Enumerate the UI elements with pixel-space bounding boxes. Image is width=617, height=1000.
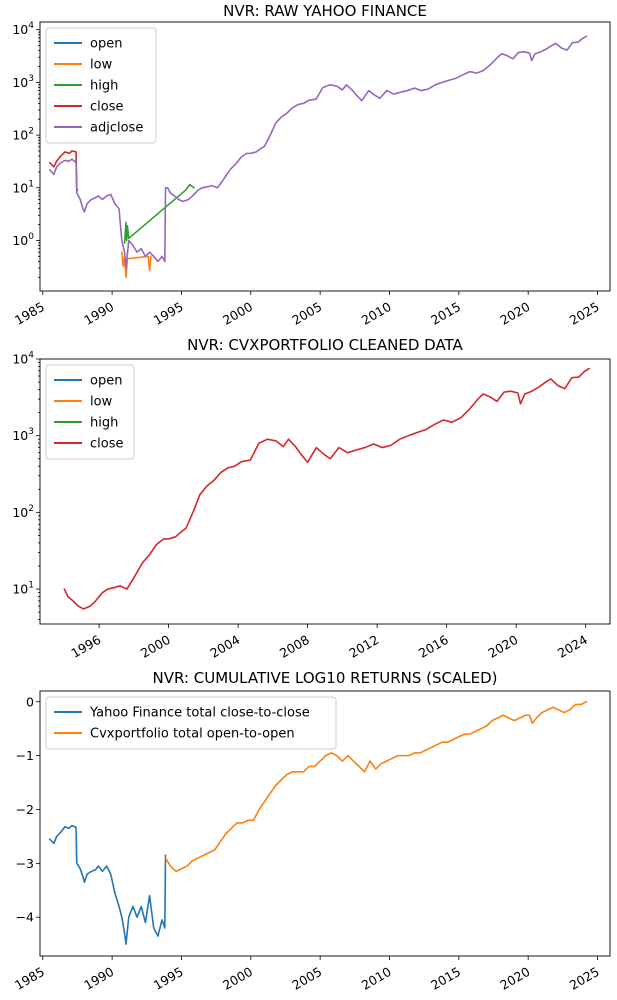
x-tick-label: 2000 [220,964,255,993]
x-tick-label: 2016 [416,632,451,661]
y-tick-label: 104 [12,351,34,367]
y-tick-label: 101 [12,179,34,195]
axes-frame [39,358,611,625]
y-tick-label: 103 [12,427,34,443]
legend-label: open [90,37,122,52]
y-tick-label: 101 [12,581,34,597]
legend-label: high [90,416,118,431]
x-tick-label: 1990 [81,964,116,993]
legend-label: close [90,437,123,452]
axes-frame [39,21,611,292]
x-tick-label: 2008 [277,632,312,661]
y-tick-label: 103 [12,74,34,90]
x-tick-label: 1985 [12,299,47,328]
legend: Yahoo Finance total close-to-close Cvxpor… [45,696,337,750]
series-line-adjclose [48,35,588,269]
chart-title: NVR: CUMULATIVE LOG10 RETURNS (SCALED) [153,669,498,687]
chart-title: NVR: RAW YAHOO FINANCE [223,2,427,20]
x-tick-label: 1985 [12,964,47,993]
chart-panel-2: NVR: CVXPORTFOLIO CLEANED DATA 1996 2000 20… [12,336,611,661]
x-tick-label: 2020 [497,964,532,993]
x-tick-label: 1995 [151,964,186,993]
chart-panel-3: NVR: CUMULATIVE LOG10 RETURNS (SCALED) 19… [12,669,611,993]
series-line-close [48,150,79,191]
x-tick-label: 2004 [207,632,242,661]
legend-frame [45,27,157,144]
x-tick-label: 2000 [220,299,255,328]
x-tick-label: 2020 [485,632,520,661]
legend: open low high close adjclose [45,27,157,144]
x-tick-label: 1995 [151,299,186,328]
legend-label: low [90,58,113,73]
y-tick-label: −2 [16,802,34,817]
legend-label: Cvxportfolio total open-to-open [90,727,295,742]
axes-frame [39,690,611,957]
x-tick-label: 2024 [555,632,590,661]
x-tick-label: 2025 [567,299,602,328]
y-tick-label: 102 [12,127,34,143]
y-tick-label: −3 [16,856,34,871]
legend-label: close [90,100,123,115]
x-tick-label: 2010 [359,964,394,993]
x-tick-label: 2005 [289,299,324,328]
chart-panel-1: NVR: RAW YAHOO FINANCE 1985 1990 1995 2000 20… [12,2,611,328]
legend-frame [45,696,337,750]
legend-label: Yahoo Finance total close-to-close [89,706,310,721]
x-tick-label: 2015 [428,299,463,328]
legend: open low high close [45,364,135,460]
x-tick-label: 2010 [359,299,394,328]
x-tick-label: 2005 [289,964,324,993]
series-line-yahoo-finance-total-close-to-close [48,824,167,945]
y-tick-label: 100 [12,232,34,248]
legend-label: high [90,79,118,94]
y-tick-label: −4 [16,910,34,925]
x-tick-label: 2025 [567,964,602,993]
x-tick-label: 1990 [81,299,116,328]
y-tick-label: 102 [12,504,34,520]
series-line-high [123,183,195,244]
x-tick-label: 1996 [68,632,103,661]
x-tick-label: 2012 [346,632,381,661]
legend-frame [45,364,135,460]
legend-label: open [90,374,122,389]
x-tick-label: 2020 [497,299,532,328]
chart-title: NVR: CVXPORTFOLIO CLEANED DATA [187,336,463,354]
y-tick-label: 0 [26,694,34,709]
x-tick-label: 2000 [138,632,173,661]
series-line-close [63,367,590,610]
legend-label: adjclose [90,121,143,136]
legend-label: low [90,395,113,410]
y-tick-label: −1 [16,748,34,763]
y-tick-label: 104 [12,21,34,37]
series-line-cvxportfolio-total-open-to-open [164,700,588,873]
x-tick-label: 2015 [428,964,463,993]
